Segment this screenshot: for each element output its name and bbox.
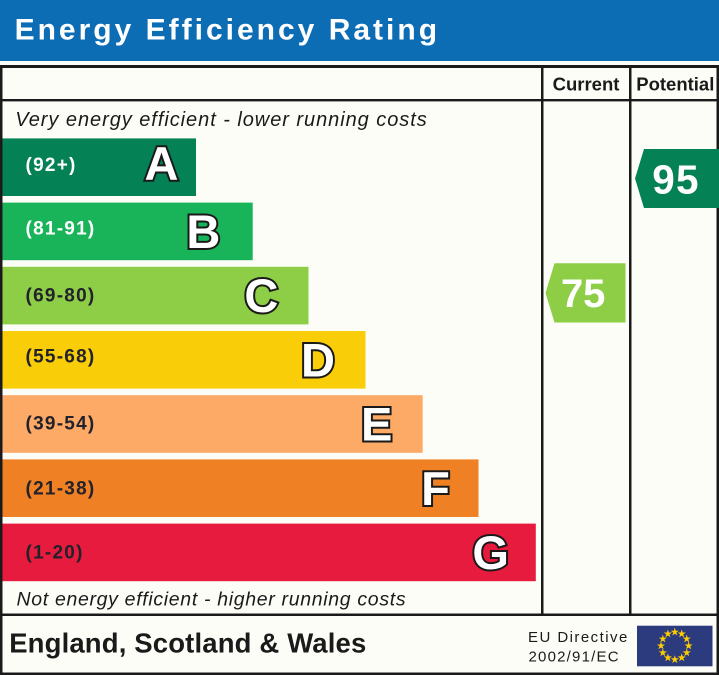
svg-text:95: 95 [652, 156, 699, 202]
svg-text:Very energy efficient - lower: Very energy efficient - lower running co… [15, 109, 428, 131]
svg-text:EU Directive: EU Directive [528, 629, 629, 646]
svg-text:(81-91): (81-91) [26, 218, 96, 239]
svg-text:D: D [301, 333, 335, 386]
svg-text:England, Scotland & Wales: England, Scotland & Wales [9, 628, 366, 659]
svg-text:Potential: Potential [636, 74, 714, 95]
svg-text:E: E [361, 398, 392, 451]
svg-text:C: C [244, 269, 278, 322]
svg-text:75: 75 [561, 272, 606, 316]
svg-text:(21-38): (21-38) [26, 478, 96, 499]
svg-text:Current: Current [553, 74, 620, 95]
svg-text:Not energy efficient - higher: Not energy efficient - higher running co… [17, 589, 407, 611]
svg-text:G: G [472, 526, 509, 579]
svg-text:F: F [421, 462, 450, 515]
svg-text:(55-68): (55-68) [26, 346, 96, 367]
svg-text:(39-54): (39-54) [26, 414, 96, 435]
svg-text:B: B [186, 205, 220, 258]
svg-text:2002/91/EC: 2002/91/EC [529, 648, 620, 665]
svg-text:A: A [145, 137, 179, 190]
svg-text:(69-80): (69-80) [26, 286, 96, 307]
svg-text:(1-20): (1-20) [26, 542, 84, 563]
svg-text:Energy Efficiency Rating: Energy Efficiency Rating [15, 13, 440, 46]
svg-text:(92+): (92+) [26, 155, 77, 176]
